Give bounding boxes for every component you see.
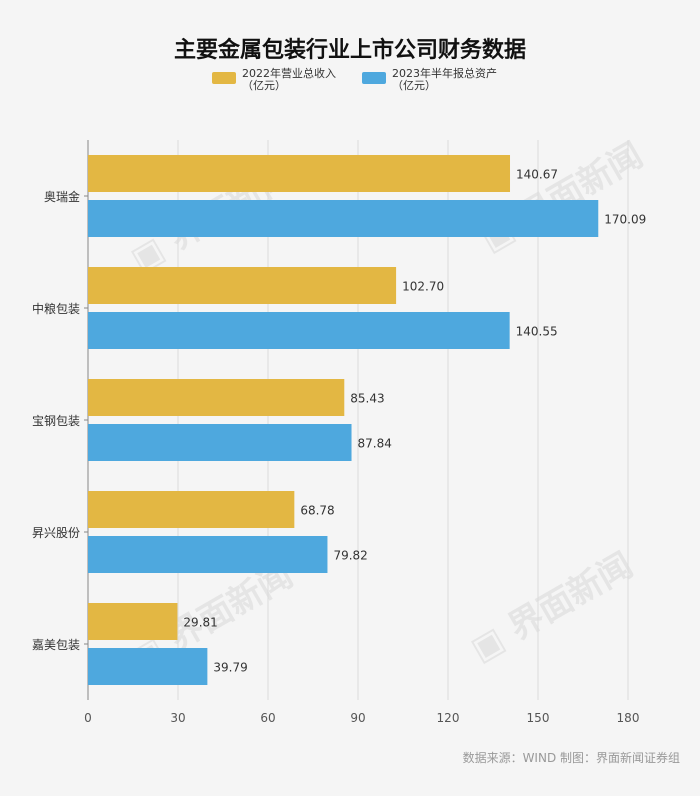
bar-assets xyxy=(88,536,328,573)
data-label: 68.78 xyxy=(300,504,334,518)
category-label: 奥瑞金 xyxy=(44,189,80,204)
chart-title: 主要金属包装行业上市公司财务数据 xyxy=(173,38,526,63)
bar-revenue xyxy=(88,603,178,640)
x-tick-label: 90 xyxy=(350,711,365,725)
category-label: 宝钢包装 xyxy=(32,414,80,428)
category-label: 昇兴股份 xyxy=(32,526,80,540)
data-label: 29.81 xyxy=(183,616,217,630)
bar-assets xyxy=(88,424,352,461)
legend-label-assets: 2023年半年报总资产 （亿元） xyxy=(392,68,497,92)
data-label: 170.09 xyxy=(604,213,646,227)
bar-revenue xyxy=(88,267,397,304)
legend-label-revenue: 2022年营业总收入 （亿元） xyxy=(242,68,336,92)
bar-revenue xyxy=(88,491,295,528)
bar-revenue xyxy=(88,155,511,192)
bar-revenue xyxy=(88,379,345,416)
legend-swatch-revenue xyxy=(212,72,236,84)
x-tick-label: 120 xyxy=(437,711,460,725)
data-label: 140.67 xyxy=(516,168,558,182)
legend: 2022年营业总收入 （亿元） 2023年半年报总资产 （亿元） xyxy=(0,68,700,92)
data-label: 102.70 xyxy=(402,280,444,294)
x-tick-label: 150 xyxy=(527,711,550,725)
x-tick-label: 30 xyxy=(170,711,185,725)
legend-label-assets-line2: （亿元） xyxy=(392,79,436,92)
category-label: 中粮包装 xyxy=(32,301,80,316)
data-label: 87.84 xyxy=(358,437,392,451)
legend-item-assets: 2023年半年报总资产 （亿元） xyxy=(362,68,497,92)
legend-label-revenue-line1: 2022年营业总收入 xyxy=(242,67,336,80)
x-tick-label: 0 xyxy=(84,711,92,725)
legend-label-assets-line1: 2023年半年报总资产 xyxy=(392,67,497,80)
bar-assets xyxy=(88,312,510,349)
category-label: 嘉美包装 xyxy=(32,638,80,652)
x-tick-label: 180 xyxy=(617,711,640,725)
data-label: 85.43 xyxy=(350,392,384,406)
source-note: 数据来源：WIND 制图：界面新闻证券组 xyxy=(462,751,680,765)
bar-assets xyxy=(88,648,208,685)
legend-item-revenue: 2022年营业总收入 （亿元） xyxy=(212,68,336,92)
legend-label-revenue-line2: （亿元） xyxy=(242,79,286,92)
legend-swatch-assets xyxy=(362,72,386,84)
data-label: 79.82 xyxy=(333,549,367,563)
bar-assets xyxy=(88,200,599,237)
data-label: 39.79 xyxy=(213,661,247,675)
data-label: 140.55 xyxy=(516,325,558,339)
x-tick-label: 60 xyxy=(260,711,275,725)
